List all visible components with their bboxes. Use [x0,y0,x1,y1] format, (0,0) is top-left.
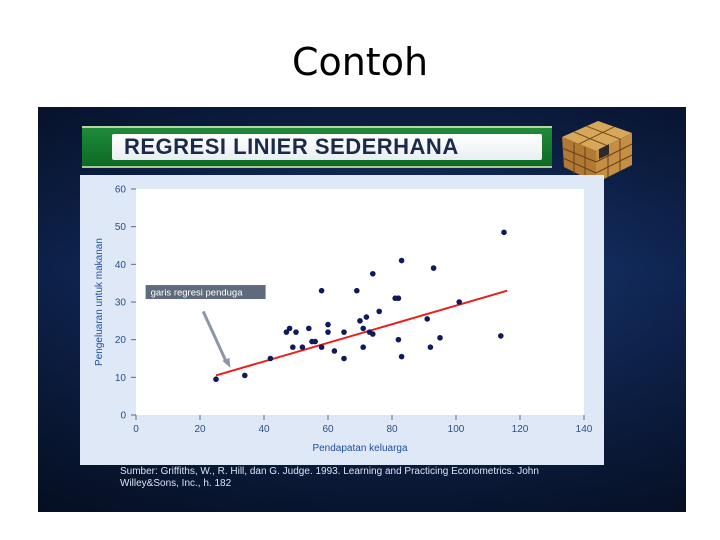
data-point [213,376,219,383]
data-point [398,353,405,360]
y-tick-label: 0 [120,411,126,422]
data-point [357,318,363,324]
x-tick-label: 20 [194,424,206,435]
annotation-arrow [201,310,227,362]
data-point [242,372,248,379]
x-tick-label: 120 [512,424,529,435]
data-point [376,308,383,315]
x-tick-label: 0 [133,424,139,435]
title-banner: REGRESI LINIER SEDERHANA [82,126,552,168]
data-point [286,325,293,332]
data-point [331,348,338,354]
data-point [325,321,331,328]
y-tick-label: 40 [115,260,127,271]
data-point [293,329,299,335]
data-point [341,329,347,335]
data-point [456,299,463,305]
x-tick-label: 60 [322,424,334,435]
data-point [283,329,290,335]
data-point [360,344,367,350]
data-point [290,344,296,350]
data-point [427,344,434,350]
data-point [341,355,347,362]
data-point [363,314,370,320]
x-tick-label: 40 [258,424,270,435]
data-point [370,270,376,277]
data-point [312,338,318,345]
banner-plate: REGRESI LINIER SEDERHANA [112,134,542,160]
data-point [360,325,367,332]
slide-title: Contoh [291,40,429,84]
y-axis-ticks: 0 10 20 30 40 50 60 [115,185,136,422]
data-point [424,316,431,322]
x-axis-ticks: 0 20 40 60 80 100 120 140 [133,415,593,435]
data-point [501,229,507,236]
slide-image-panel: REGRESI LINIER SEDERHANA 0 10 20 30 40 50 60 0… [38,107,686,512]
chart-area: 0 10 20 30 40 50 60 0 20 40 60 80 100 120 140 Pengelu… [80,175,604,465]
data-point [395,336,402,343]
data-point [430,265,437,271]
data-point [370,331,376,337]
data-point [395,295,402,302]
data-point [267,355,274,362]
y-tick-label: 60 [115,185,127,196]
data-point [437,334,443,341]
plot-background [136,189,584,415]
annotation-label: garis regresi penduga [151,288,244,299]
data-point [354,287,360,294]
data-points [213,229,507,383]
x-tick-label: 100 [448,424,465,435]
data-point [299,344,306,350]
annotation-box [145,285,266,300]
x-axis-label: Pendapatan keluarga [312,443,408,454]
scatter-chart: 0 10 20 30 40 50 60 0 20 40 60 80 100 120 140 Pengelu… [94,185,593,455]
annotation-arrowhead [222,357,231,368]
data-point [318,344,325,350]
y-axis-label: Pengeluaran untuk makanan [94,238,105,366]
y-tick-label: 20 [115,335,127,346]
data-point [398,257,405,264]
y-tick-label: 10 [115,373,127,384]
data-point [498,333,504,339]
x-tick-label: 80 [386,424,398,435]
data-point [306,325,312,332]
data-point [318,287,325,294]
y-tick-label: 50 [115,222,127,233]
x-tick-label: 140 [576,424,593,435]
banner-title: REGRESI LINIER SEDERHANA [124,134,459,159]
y-tick-label: 30 [115,298,127,309]
regression-line [215,289,508,377]
cube-logo-icon [561,121,633,183]
data-point [325,329,331,335]
source-caption: Sumber: Griffiths, W., R. Hill, dan G. J… [120,466,539,489]
